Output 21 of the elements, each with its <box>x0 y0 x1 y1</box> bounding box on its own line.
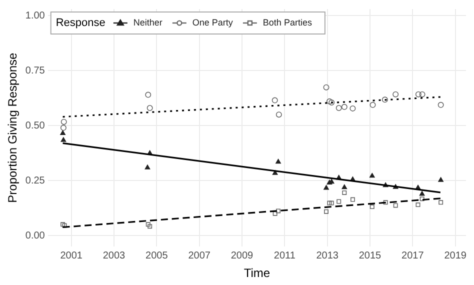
legend-label: Neither <box>133 17 162 28</box>
legend-label: Both Parties <box>262 17 312 28</box>
x-tick-label: 2009 <box>230 250 254 262</box>
y-tick-label: 0.75 <box>25 65 46 76</box>
x-tick-label: 2019 <box>444 250 467 262</box>
x-tick-label: 2015 <box>358 250 382 262</box>
y-axis-title: Proportion Giving Response <box>6 52 20 203</box>
y-tick-label: 0.25 <box>25 175 46 186</box>
x-axis-title: Time <box>244 266 270 280</box>
x-tick-label: 2005 <box>146 250 168 262</box>
y-tick-label: 0.00 <box>25 230 46 242</box>
y-tick-label: 0.50 <box>25 120 46 132</box>
x-tick-label: 2011 <box>274 250 296 262</box>
legend-title: Response <box>56 17 106 30</box>
x-tick-label: 2003 <box>102 250 126 262</box>
y-tick-label: 1.00 <box>25 10 46 22</box>
legend-label: One Party <box>192 17 234 28</box>
x-tick-label: 2017 <box>402 250 424 262</box>
x-tick-label: 2001 <box>60 250 83 262</box>
x-tick-label: 2007 <box>188 250 211 262</box>
x-tick-label: 2013 <box>316 250 339 262</box>
